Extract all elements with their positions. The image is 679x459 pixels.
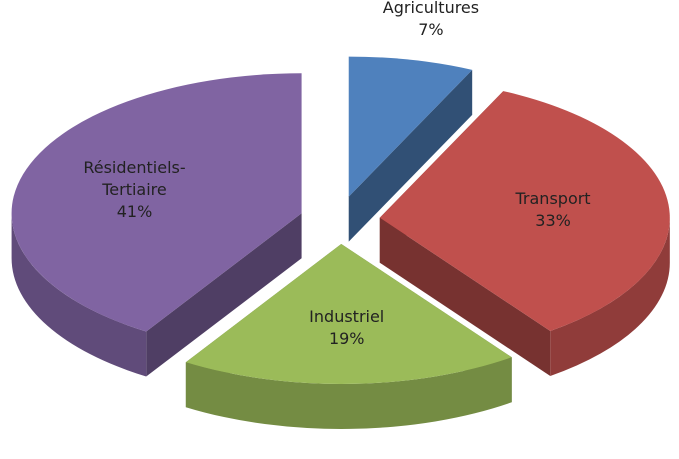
slice-label: Transport 33% xyxy=(483,188,623,232)
slice-side xyxy=(550,217,670,376)
category-label: Résidentiels-Tertiaire xyxy=(83,157,186,199)
slice-side xyxy=(348,69,473,242)
slice xyxy=(348,56,473,197)
slice-side xyxy=(146,213,302,377)
slice xyxy=(11,73,302,332)
value-label: 33% xyxy=(535,210,571,230)
slice-label: Agricultures 7% xyxy=(361,0,501,41)
value-label: 7% xyxy=(418,19,444,39)
slice-side xyxy=(185,357,512,429)
slice-label: Résidentiels-Tertiaire 41% xyxy=(64,157,204,223)
category-label: Agricultures xyxy=(382,0,480,17)
value-label: 19% xyxy=(328,328,365,348)
slice xyxy=(185,243,512,384)
slice xyxy=(379,91,670,331)
category-label: Industriel xyxy=(309,306,385,326)
slice-side xyxy=(379,217,551,376)
slice-side xyxy=(11,213,147,377)
category-label: Transport xyxy=(515,188,591,208)
value-label: 41% xyxy=(116,201,153,221)
slice-label: Industriel 19% xyxy=(277,306,417,350)
